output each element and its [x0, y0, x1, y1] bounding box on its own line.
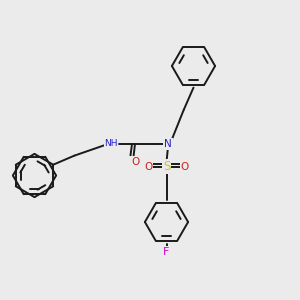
Text: F: F — [163, 247, 170, 257]
Text: S: S — [163, 160, 170, 173]
Text: O: O — [131, 157, 139, 167]
Text: N: N — [164, 139, 172, 149]
Text: O: O — [180, 161, 189, 172]
Text: NH: NH — [104, 140, 118, 148]
Text: O: O — [144, 161, 153, 172]
